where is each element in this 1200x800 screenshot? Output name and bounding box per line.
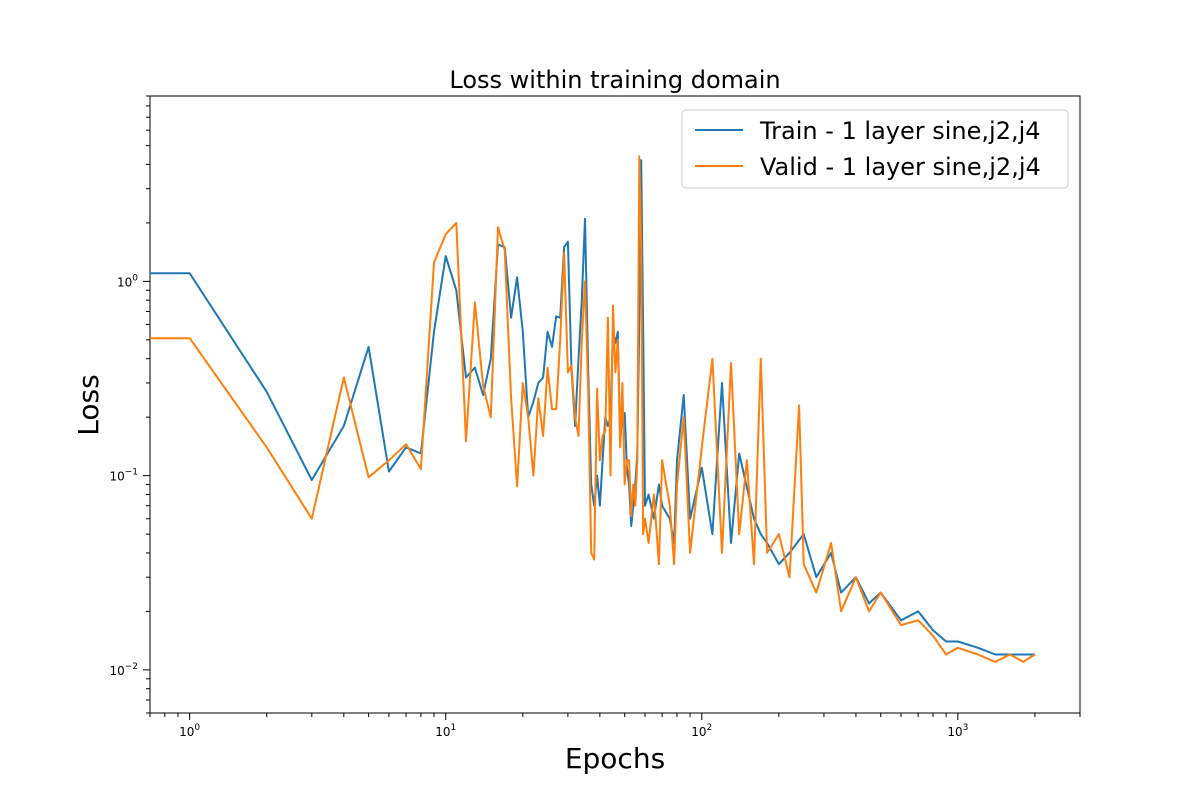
x-axis-ticks: 100 101 102 103 bbox=[149, 713, 1081, 739]
chart-title: Loss within training domain bbox=[449, 66, 780, 94]
legend: Train - 1 layer sine,j2,j4 Valid - 1 lay… bbox=[681, 109, 1069, 189]
y-axis-label: Loss bbox=[72, 374, 105, 435]
legend-box bbox=[681, 109, 1069, 189]
legend-label-valid: Valid - 1 layer sine,j2,j4 bbox=[760, 153, 1041, 181]
series-line-valid bbox=[150, 155, 1036, 663]
legend-label-train: Train - 1 layer sine,j2,j4 bbox=[759, 117, 1041, 145]
plot-frame bbox=[149, 95, 1081, 714]
x-axis-label: Epochs bbox=[565, 742, 665, 775]
series-layer bbox=[150, 155, 1036, 663]
